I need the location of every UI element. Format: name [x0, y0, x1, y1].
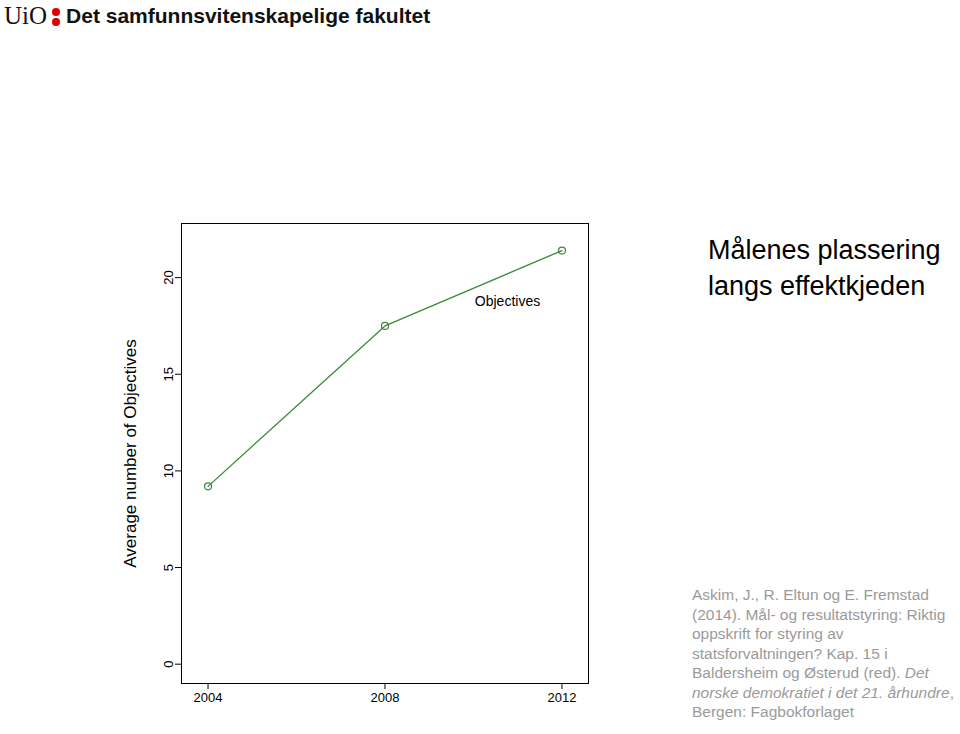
svg-text:15: 15 [161, 367, 176, 381]
svg-text:10: 10 [161, 464, 176, 478]
html-text:Det samfunnsvitenskapelige fak: Det samfunnsvitenskapelige fakultet [66, 4, 431, 27]
svg-text:Average number of Objectives: Average number of Objectives [121, 339, 140, 567]
svg-text:2012: 2012 [547, 690, 576, 705]
svg-text:5: 5 [161, 564, 176, 571]
html-text:UiO: UiO [4, 2, 48, 29]
html-text:Askim, J., R. Eltun og E. Frem: Askim, J., R. Eltun og E. Fremstad (2014… [692, 586, 954, 720]
svg-text:20: 20 [161, 270, 176, 284]
svg-text:2004: 2004 [194, 690, 223, 705]
svg-text:Objectives: Objectives [475, 293, 540, 309]
html-text:Målenes plassering langs effek: Målenes plassering langs effektkjeden [708, 235, 941, 301]
svg-text:0: 0 [161, 661, 176, 668]
svg-text:2008: 2008 [371, 690, 400, 705]
